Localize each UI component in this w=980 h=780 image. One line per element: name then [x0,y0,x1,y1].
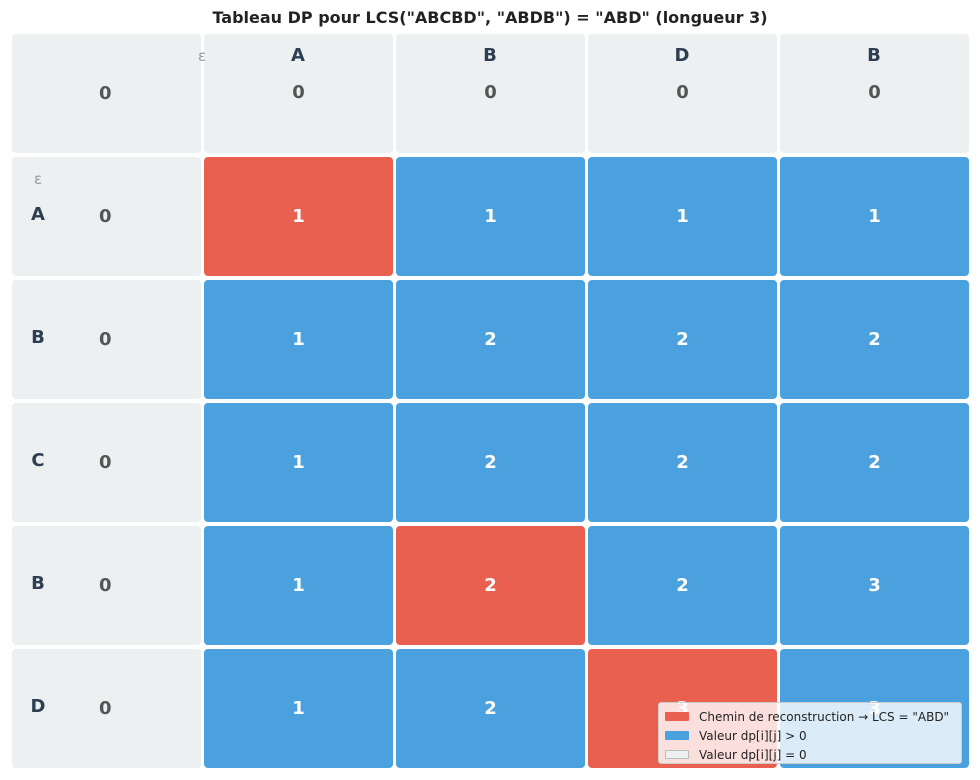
col-epsilon-label: ε [197,47,207,65]
dp-cell-1-3: 1 [588,157,777,276]
dp-cell-5-0: 0 [12,649,201,768]
dp-cell-4-0: 0 [12,526,201,645]
legend-swatch-path [665,712,689,721]
dp-cell-1-0: 0 [12,157,201,276]
row-header-2: C [31,450,45,471]
dp-cell-5-1: 1 [204,649,393,768]
dp-cell-0-2: 0 [396,34,585,153]
legend-swatch-positive [665,731,689,740]
dp-cell-2-2: 2 [396,280,585,399]
dp-cell-3-1: 1 [204,403,393,522]
dp-cell-4-3: 2 [588,526,777,645]
dp-cell-2-3: 2 [588,280,777,399]
row-header-0: A [31,204,45,225]
col-header-0: A [291,45,305,66]
dp-cell-0-4: 0 [780,34,969,153]
dp-cell-3-3: 2 [588,403,777,522]
dp-cell-5-2: 2 [396,649,585,768]
legend-label-positive: Valeur dp[i][j] > 0 [699,728,807,743]
row-header-3: B [31,573,45,594]
legend-item-path: Chemin de reconstruction → LCS = "ABD" [665,707,955,726]
col-header-1: B [483,45,497,66]
dp-cell-1-1: 1 [204,157,393,276]
dp-cell-2-1: 1 [204,280,393,399]
dp-cell-0-3: 0 [588,34,777,153]
dp-cell-1-4: 1 [780,157,969,276]
dp-cell-1-2: 1 [396,157,585,276]
chart-title: Tableau DP pour LCS("ABCBD", "ABDB") = "… [212,8,768,27]
legend-item-zero: Valeur dp[i][j] = 0 [665,745,955,764]
col-header-3: B [867,45,881,66]
legend-label-path: Chemin de reconstruction → LCS = "ABD" [699,709,950,724]
legend-item-positive: Valeur dp[i][j] > 0 [665,726,955,745]
dp-cell-4-1: 1 [204,526,393,645]
legend: Chemin de reconstruction → LCS = "ABD" V… [658,702,962,764]
dp-cell-2-0: 0 [12,280,201,399]
dp-cell-4-4: 3 [780,526,969,645]
col-header-2: D [674,45,690,66]
row-header-1: B [31,327,45,348]
row-epsilon-label: ε [33,170,43,188]
legend-swatch-zero [665,750,689,759]
dp-cell-3-2: 2 [396,403,585,522]
dp-cell-0-1: 0 [204,34,393,153]
dp-cell-2-4: 2 [780,280,969,399]
dp-cell-0-0: 0 [12,34,201,153]
dp-cell-3-0: 0 [12,403,201,522]
dp-cell-4-2: 2 [396,526,585,645]
row-header-4: D [30,696,46,717]
dp-cell-3-4: 2 [780,403,969,522]
legend-label-zero: Valeur dp[i][j] = 0 [699,747,807,762]
